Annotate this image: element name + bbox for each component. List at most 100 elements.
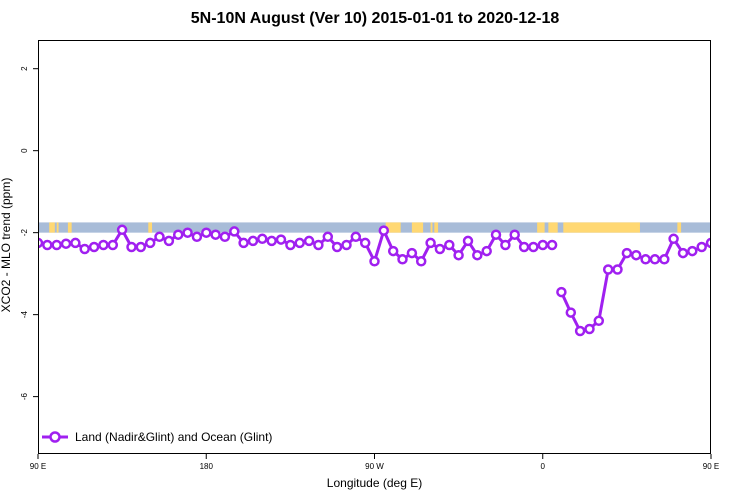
data-point	[425, 237, 436, 249]
x-tick-label: 90 E	[30, 462, 46, 471]
data-point	[247, 235, 259, 247]
data-point	[107, 239, 119, 251]
data-point	[313, 239, 324, 251]
land-patch	[430, 222, 433, 233]
data-point	[88, 241, 100, 253]
legend-entry-label: Land (Nadir&Glint) and Ocean (Glint)	[75, 430, 272, 444]
legend: Land (Nadir&Glint) and Ocean (Glint)	[42, 430, 272, 444]
land-patch	[434, 222, 439, 233]
data-point	[649, 254, 661, 265]
plot-frame	[38, 40, 711, 454]
data-point	[406, 247, 418, 259]
data-point	[462, 235, 474, 247]
data-point	[341, 239, 352, 251]
data-point	[182, 227, 193, 238]
data-point	[509, 229, 520, 240]
data-point	[546, 239, 558, 251]
data-point	[574, 325, 586, 337]
x-axis-label: Longitude (deg E)	[326, 476, 423, 490]
data-point	[602, 264, 614, 275]
data-point	[726, 241, 734, 249]
data-point	[518, 241, 530, 253]
x-tick-label: 180	[200, 462, 214, 471]
data-point	[331, 241, 343, 253]
data-point	[677, 247, 689, 259]
y-tick-label: 2	[20, 66, 29, 71]
data-point	[415, 256, 427, 267]
data-point	[687, 245, 698, 257]
data-point	[350, 231, 362, 243]
data-point	[630, 249, 642, 261]
data-point	[584, 323, 595, 335]
data-point	[640, 254, 651, 265]
data-point	[191, 231, 203, 243]
land-patch	[49, 222, 55, 233]
data-point	[303, 235, 315, 247]
data-point	[126, 241, 137, 253]
data-point	[154, 231, 165, 243]
land-patch	[563, 222, 640, 233]
data-point	[378, 225, 390, 236]
data-point	[696, 241, 707, 253]
y-tick-label: -2	[20, 229, 29, 237]
data-point	[210, 229, 221, 240]
y-tick-label: -6	[20, 393, 29, 401]
data-point	[621, 247, 633, 259]
data-point	[79, 243, 90, 255]
land-patch	[411, 222, 424, 233]
data-point	[528, 241, 539, 253]
data-point	[744, 237, 750, 245]
data-point	[135, 241, 147, 253]
data-point	[387, 245, 399, 257]
data-point	[434, 243, 446, 255]
land-ocean-strip	[38, 222, 711, 233]
x-tick-label: 0	[541, 462, 546, 471]
data-point	[219, 231, 231, 243]
y-axis-label: XCO2 - MLO trend (ppm)	[0, 177, 13, 313]
y-axis-ticks: 2 0 -2 -4 -6	[20, 66, 38, 400]
land-patch	[56, 222, 59, 233]
data-point	[238, 237, 249, 249]
legend-marker	[49, 431, 61, 443]
data-point	[472, 249, 483, 261]
data-point	[42, 239, 53, 251]
data-point	[275, 234, 287, 245]
data-point	[556, 286, 567, 298]
x-tick-label: 90 W	[365, 462, 384, 471]
land-patch	[537, 222, 545, 233]
data-point	[735, 240, 743, 248]
data-point	[70, 237, 81, 249]
data-point	[322, 231, 334, 243]
series-points	[38, 224, 750, 337]
ocean-band	[38, 222, 711, 233]
data-point	[201, 227, 212, 238]
data-point	[444, 239, 455, 251]
y-tick-label: -4	[20, 311, 29, 319]
land-patch	[548, 222, 558, 233]
data-point	[369, 256, 380, 267]
data-point	[593, 315, 605, 327]
data-point	[229, 226, 240, 237]
data-point	[116, 224, 128, 236]
land-patch	[677, 222, 682, 233]
data-point	[359, 237, 371, 249]
data-point	[294, 237, 305, 249]
data-point	[481, 245, 492, 257]
series-line	[560, 237, 711, 333]
data-point	[51, 239, 62, 251]
data-point	[60, 238, 72, 249]
data-point	[285, 239, 296, 251]
data-point	[612, 264, 623, 275]
y-tick-label: 0	[20, 148, 29, 153]
data-point	[565, 307, 577, 318]
x-tick-label: 90 E	[703, 462, 719, 471]
land-patch	[67, 222, 72, 233]
land-patch	[148, 222, 153, 233]
data-point	[500, 239, 511, 251]
data-point	[659, 254, 670, 265]
data-point	[172, 229, 184, 240]
data-point	[668, 233, 679, 245]
land-patch	[385, 222, 401, 233]
data-point	[453, 249, 464, 261]
